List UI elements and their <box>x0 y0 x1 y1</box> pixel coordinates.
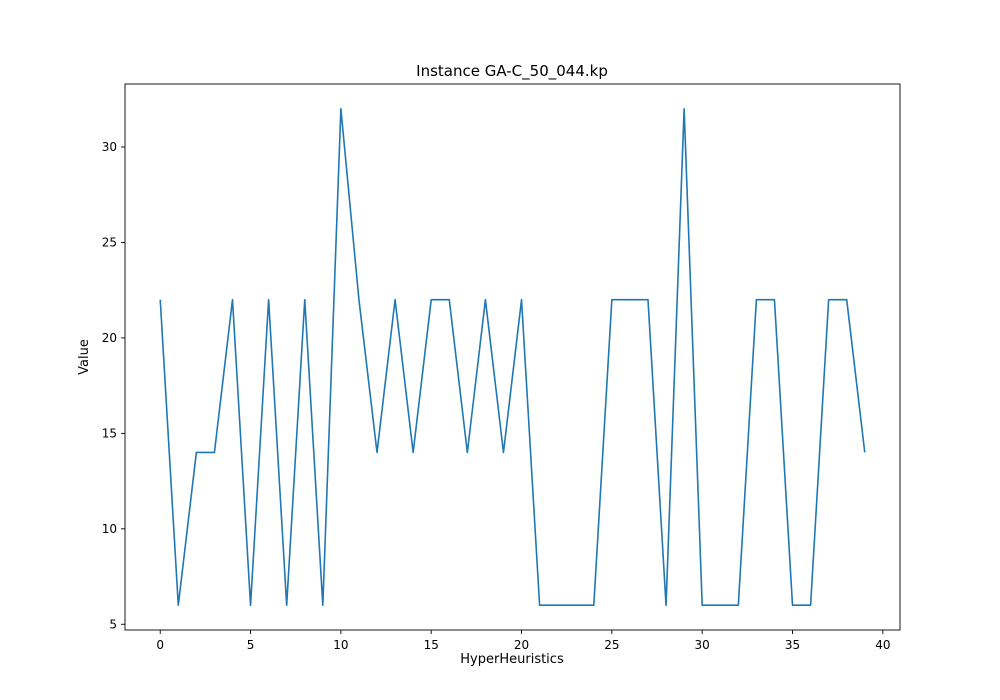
x-tick-label: 35 <box>785 638 800 652</box>
y-tick-label: 15 <box>102 426 117 440</box>
x-axis-label: HyperHeuristics <box>460 652 564 667</box>
x-tick-label: 15 <box>424 638 439 652</box>
y-tick-label: 25 <box>102 235 117 249</box>
y-tick-label: 10 <box>102 522 117 536</box>
series-line <box>159 108 866 606</box>
chart-title: Instance GA-C_50_044.kp <box>416 62 608 81</box>
plot-frame <box>124 83 901 631</box>
x-tick-label: 0 <box>156 638 164 652</box>
x-tick-label: 5 <box>247 638 255 652</box>
x-tick-label: 10 <box>333 638 348 652</box>
x-tick-label: 30 <box>695 638 710 652</box>
y-tick-label: 5 <box>109 617 117 631</box>
y-axis: 5 10 15 20 25 30 <box>102 140 125 631</box>
x-tick-label: 40 <box>875 638 890 652</box>
x-tick-label: 20 <box>514 638 529 652</box>
y-tick-label: 30 <box>102 140 117 154</box>
x-tick-label: 25 <box>604 638 619 652</box>
y-axis-label: Value <box>77 339 92 375</box>
y-tick-label: 20 <box>102 331 117 345</box>
x-axis: 0 5 10 15 20 25 30 35 40 <box>156 630 890 652</box>
